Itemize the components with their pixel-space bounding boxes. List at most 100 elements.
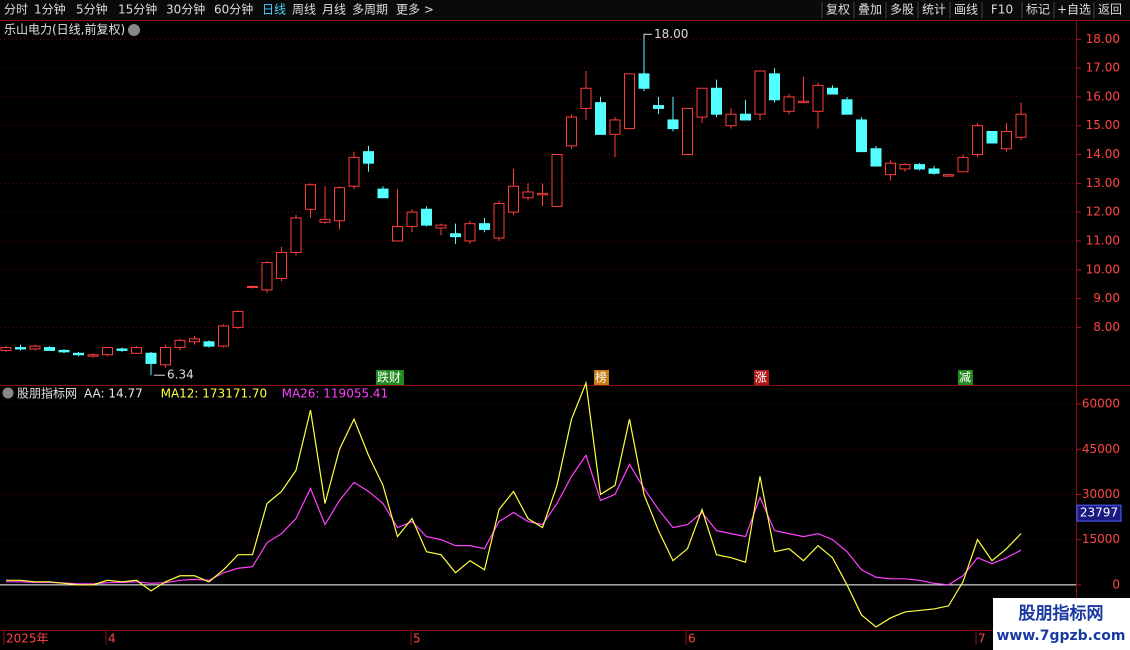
candle-body (493, 203, 505, 239)
candle-body (783, 96, 795, 112)
toolbar-tab[interactable]: 月线 (322, 3, 346, 17)
candle-body (957, 156, 969, 173)
event-label: 涨 (755, 370, 767, 385)
candle-body (131, 347, 142, 354)
toolbar-tab[interactable]: 60分钟 (214, 2, 253, 17)
low-label: 6.34 (167, 368, 194, 382)
candle-body (450, 233, 461, 238)
toolbar-tab[interactable]: 15分钟 (118, 2, 157, 17)
candle-body (218, 325, 229, 347)
candle-body (406, 211, 418, 228)
title-dropdown[interactable] (128, 24, 140, 36)
candle-body (609, 119, 621, 135)
candle-body (841, 99, 853, 115)
candle-body (812, 84, 824, 112)
toolbar-button[interactable]: 多股 (890, 3, 914, 17)
candle-body (798, 100, 809, 104)
y-tick-label: 15.00 (1086, 118, 1120, 132)
y-tick-label: 30000 (1082, 487, 1120, 501)
candle-body (464, 223, 476, 242)
candle-body (551, 154, 563, 207)
candle-body (203, 341, 215, 347)
candle-body (145, 352, 157, 364)
toolbar-tab[interactable]: 日线 (262, 3, 286, 17)
candle-body (421, 208, 432, 226)
y-tick-label: 11.00 (1086, 233, 1120, 247)
event-tag[interactable] (754, 370, 769, 385)
event-label: 跌财 (377, 370, 401, 385)
candle-body (508, 185, 519, 213)
candle-body (116, 348, 128, 351)
y-tick-label: 8.00 (1093, 320, 1120, 334)
candle-body (58, 349, 70, 353)
candle-body (319, 218, 331, 223)
indicator-value: MA12: 173171.70 (161, 387, 268, 401)
date-label: 5 (413, 632, 421, 646)
candle-body (435, 224, 447, 229)
y-tick-label: 18.00 (1086, 32, 1120, 46)
toolbar-button[interactable]: F10 (991, 3, 1013, 17)
candle-body (479, 223, 490, 230)
candle-body (44, 347, 55, 351)
y-tick-label: 16.00 (1086, 89, 1120, 103)
date-label: 2025年 (6, 632, 49, 646)
candle-body (711, 87, 722, 115)
candle-body (986, 130, 998, 144)
watermark-url: www.7gpzb.com (996, 628, 1125, 644)
watermark-bg (993, 598, 1130, 650)
toolbar-tab[interactable]: 多周期 (352, 3, 388, 17)
candle-body (363, 151, 374, 164)
toolbar-button[interactable]: +自选 (1057, 3, 1091, 17)
toolbar-tab[interactable]: 分时 (4, 3, 28, 17)
candle-body (73, 352, 84, 356)
candle-body (334, 187, 345, 222)
toolbar-tab[interactable]: 周线 (292, 3, 316, 17)
y-tick-label: 0 (1112, 577, 1120, 591)
y-tick-label: 14.00 (1086, 147, 1120, 161)
toolbar-button[interactable]: 返回 (1098, 3, 1122, 17)
candle-body (725, 113, 737, 127)
toolbar-button[interactable]: 标记 (1026, 3, 1050, 17)
candle-body (885, 162, 896, 176)
candle-body (247, 285, 258, 288)
candle-body (914, 164, 925, 170)
indicator-value: AA: 14.77 (84, 387, 143, 401)
toolbar-tab[interactable]: 更多 > (396, 3, 434, 17)
event-tag[interactable] (594, 370, 609, 385)
toolbar-tab[interactable]: 30分钟 (166, 2, 205, 17)
candle-body (566, 116, 577, 147)
candle-body (899, 164, 911, 170)
candle-body (972, 125, 983, 156)
toolbar-button[interactable]: 复权 (826, 3, 850, 17)
event-label: 榜 (595, 370, 607, 385)
candle-body (769, 73, 780, 101)
watermark-title: 股朋指标网 (1019, 603, 1104, 624)
candle-body (653, 105, 664, 109)
current-value-box (1076, 504, 1122, 522)
toolbar-button[interactable]: 叠加 (858, 3, 882, 17)
toolbar-tab[interactable]: 1分钟 (34, 2, 66, 17)
candle-body (290, 217, 302, 253)
candle-body (377, 188, 389, 199)
candle-body (870, 148, 882, 167)
event-tag[interactable] (376, 370, 404, 385)
candle-body (943, 174, 954, 177)
y-tick-label: 45000 (1082, 442, 1120, 456)
y-tick-label: 10.00 (1086, 262, 1120, 276)
candle-body (667, 119, 679, 130)
event-tag[interactable] (958, 370, 973, 385)
candle-body (87, 354, 99, 357)
y-tick-label: 60000 (1082, 397, 1120, 411)
candle-body (348, 156, 360, 187)
y-tick-label: 9.00 (1093, 291, 1120, 305)
y-tick-label: 17.00 (1086, 61, 1120, 75)
toolbar-tab[interactable]: 5分钟 (76, 2, 108, 17)
indicator-line (6, 380, 1022, 628)
candle-body (305, 184, 316, 210)
candle-body (174, 339, 186, 349)
y-tick-label: 13.00 (1086, 176, 1120, 190)
toolbar-button[interactable]: 统计 (922, 3, 946, 17)
toolbar-button[interactable]: 画线 (954, 3, 978, 17)
indicator-dropdown[interactable] (2, 387, 14, 399)
high-marker (643, 33, 652, 40)
